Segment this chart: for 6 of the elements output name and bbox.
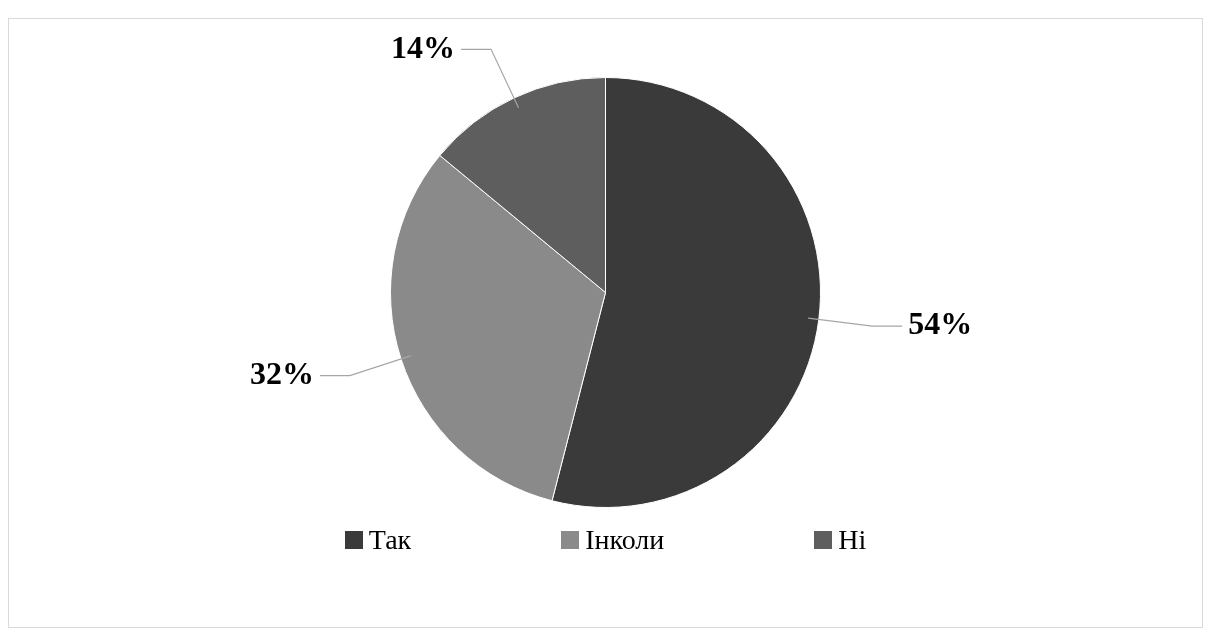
- legend-label: Ні: [838, 524, 867, 556]
- data-label: 32%: [249, 354, 314, 391]
- data-label: 14%: [391, 28, 456, 65]
- legend-label: Інколи: [585, 524, 665, 556]
- data-label: 54%: [908, 305, 973, 342]
- legend-label: Так: [368, 524, 412, 556]
